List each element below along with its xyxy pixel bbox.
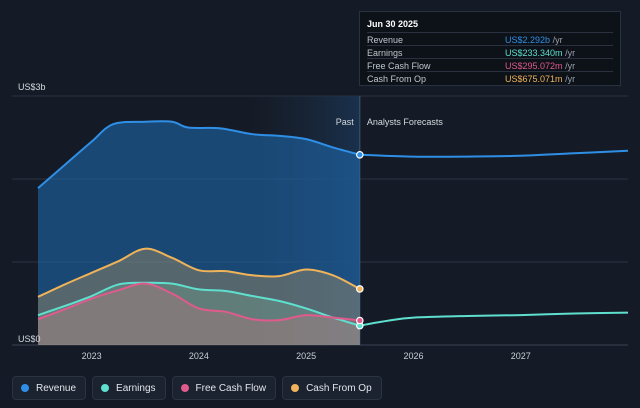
legend: Revenue Earnings Free Cash Flow Cash Fro… [12, 376, 382, 400]
revenue-area [38, 121, 360, 345]
x-tick-label: 2027 [511, 351, 531, 361]
tooltip-row-earnings: Earnings US$233.340m /yr [367, 45, 613, 59]
tooltip-row-free-cash-flow: Free Cash Flow US$295.072m /yr [367, 58, 613, 72]
tooltip-label: Cash From Op [367, 73, 427, 84]
cash-from-op-point [356, 285, 364, 293]
y-axis-top-label: US$3b [18, 82, 46, 92]
tooltip-value: US$675.071m /yr [505, 73, 576, 84]
x-tick-label: 2023 [82, 351, 102, 361]
tooltip-date: Jun 30 2025 [367, 19, 419, 29]
tooltip-label: Free Cash Flow [367, 60, 431, 71]
tooltip-label: Revenue [367, 34, 404, 45]
tooltip: Jun 30 2025 Revenue US$2.292b /yr Earnin… [359, 11, 621, 86]
earnings-forecast-line [359, 311, 629, 327]
cash-from-op-line [37, 247, 361, 298]
revenue-dot-icon [21, 384, 29, 392]
tooltip-row-revenue: Revenue US$2.292b /yr [367, 32, 613, 46]
legend-label: Cash From Op [306, 382, 372, 394]
legend-label: Revenue [36, 382, 77, 394]
earnings-line [37, 281, 361, 327]
legend-item-earnings[interactable]: Earnings [92, 376, 166, 400]
x-tick-label: 2024 [189, 351, 209, 361]
forecast-label: Analysts Forecasts [367, 117, 444, 127]
y-axis-bottom-label: US$0 [18, 334, 41, 344]
legend-item-free-cash-flow[interactable]: Free Cash Flow [171, 376, 277, 400]
tooltip-value: US$2.292b /yr [505, 34, 563, 45]
x-tick-label: 2025 [296, 351, 316, 361]
revenue-forecast-line [359, 149, 629, 158]
legend-item-revenue[interactable]: Revenue [12, 376, 87, 400]
legend-item-cash-from-op[interactable]: Cash From Op [282, 376, 382, 400]
legend-label: Free Cash Flow [195, 382, 267, 394]
free-cash-flow-area [38, 283, 360, 345]
earnings-dot-icon [101, 384, 110, 392]
tooltip-row-cash-from-op: Cash From Op US$675.071m /yr [367, 71, 613, 85]
tooltip-value: US$233.340m /yr [505, 47, 576, 58]
cash-from-op-dot-icon [291, 384, 300, 392]
x-tick-label: 2026 [403, 351, 423, 361]
free-cash-flow-line [37, 282, 360, 322]
legend-label: Earnings [116, 382, 156, 394]
revenue-point [356, 150, 364, 159]
earnings-area [38, 282, 360, 345]
past-label: Past [336, 117, 355, 127]
free-cash-flow-dot-icon [180, 384, 189, 392]
revenue-line [37, 120, 361, 189]
tooltip-value: US$295.072m /yr [505, 60, 576, 71]
free-cash-flow-point [356, 316, 364, 325]
tooltip-label: Earnings [367, 47, 403, 58]
